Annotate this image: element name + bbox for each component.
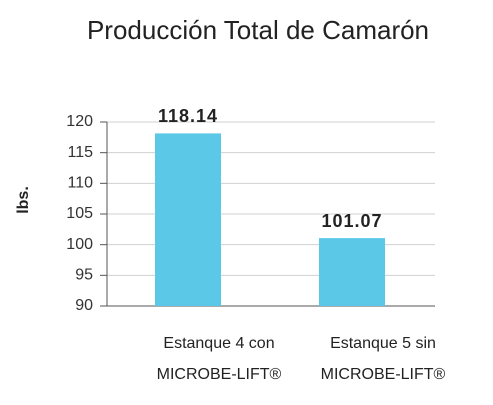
y-tick-label: 110	[67, 175, 93, 192]
bar	[155, 133, 221, 306]
y-tick-label: 100	[66, 236, 93, 253]
value-label: 101.07	[321, 211, 382, 231]
x-tick-label: Estanque 5 sin	[330, 335, 436, 352]
x-tick-label: MICROBE-LIFT®	[157, 366, 282, 383]
y-tick-label: 115	[67, 144, 93, 161]
y-tick-label: 95	[75, 267, 93, 284]
chart-title: Producción Total de Camarón	[87, 15, 429, 45]
y-axis-label: lbs.	[15, 186, 32, 214]
value-label: 118.14	[158, 106, 218, 126]
y-tick-label: 90	[75, 297, 93, 314]
x-tick-label: MICROBE-LIFT®	[321, 366, 446, 383]
x-tick-label: Estanque 4 con	[163, 335, 274, 352]
y-tick-label: 105	[66, 205, 93, 222]
y-tick-label: 120	[66, 113, 93, 130]
bar	[319, 238, 385, 306]
